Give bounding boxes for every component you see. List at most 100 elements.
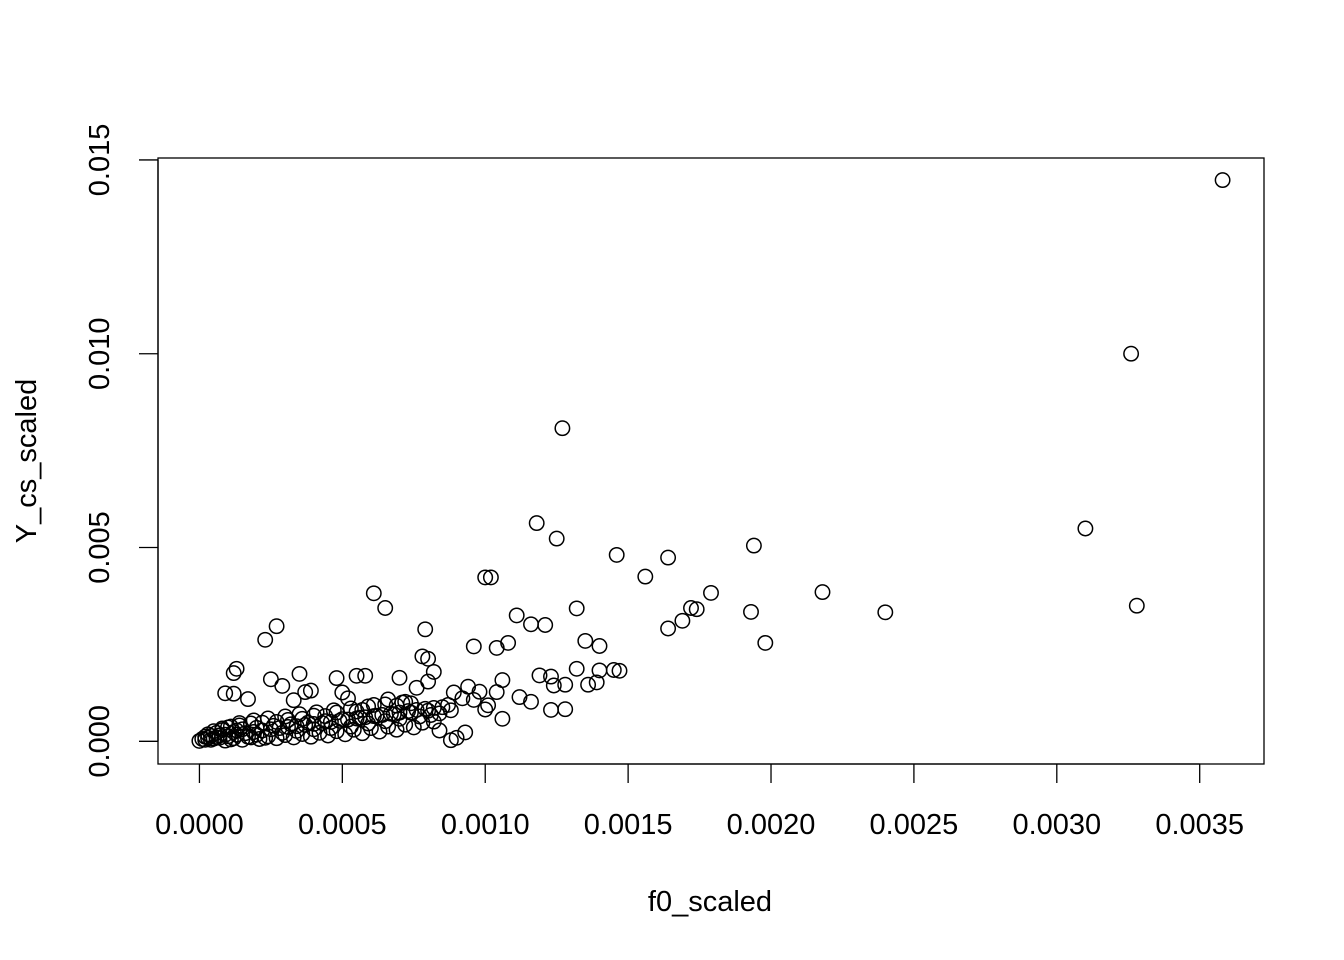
data-point — [388, 721, 405, 738]
data-point — [360, 715, 377, 732]
data-point — [251, 731, 268, 747]
x-axis: 0.0000 0.0005 0.0010 0.0015 0.0020 0.0025 0.00… — [155, 763, 1244, 841]
data-point — [523, 693, 539, 710]
data-point — [528, 515, 545, 532]
data-point — [257, 631, 274, 648]
data-point — [394, 694, 411, 711]
data-point — [557, 701, 574, 718]
data-point — [291, 706, 308, 723]
data-point — [683, 600, 699, 616]
data-point — [328, 670, 345, 687]
data-point — [348, 667, 365, 684]
data-point — [240, 728, 256, 745]
x-tick-label: 0.0030 — [1012, 809, 1101, 841]
data-point — [334, 684, 351, 701]
data-point — [268, 618, 285, 635]
data-point — [757, 634, 774, 651]
data-point — [308, 704, 325, 721]
data-point — [420, 702, 437, 719]
data-point — [220, 719, 236, 736]
data-point — [248, 726, 265, 743]
x-axis-title: f0_scaled — [648, 886, 772, 918]
data-point — [365, 585, 382, 602]
data-point — [500, 634, 517, 651]
data-point — [580, 676, 597, 693]
data-point — [554, 420, 571, 437]
data-point — [257, 729, 274, 746]
data-point — [200, 729, 216, 746]
data-point — [703, 584, 719, 601]
data-point — [420, 650, 437, 667]
x-tick-label: 0.0035 — [1155, 809, 1244, 841]
data-point — [422, 707, 439, 723]
data-point — [228, 660, 245, 677]
data-point — [391, 669, 408, 686]
data-point — [425, 663, 442, 680]
data-point — [1077, 520, 1094, 537]
data-point — [442, 702, 459, 719]
data-point — [240, 691, 256, 708]
data-point — [268, 730, 285, 747]
data-point — [217, 685, 234, 702]
data-point — [482, 569, 499, 586]
data-point — [408, 679, 425, 696]
data-point — [288, 722, 305, 739]
data-point — [557, 676, 574, 693]
data-point — [477, 701, 494, 718]
data-point — [488, 639, 505, 656]
data-point — [591, 638, 608, 654]
data-point — [305, 715, 322, 732]
plot-frame — [157, 157, 1265, 765]
data-point — [211, 727, 228, 744]
x-tick-label: 0.0015 — [584, 809, 673, 841]
y-tick-label: 0.015 — [84, 124, 116, 197]
data-point — [411, 708, 428, 725]
data-point — [814, 584, 831, 601]
data-point — [660, 620, 677, 637]
data-point — [405, 719, 422, 736]
x-tick-label: 0.0000 — [155, 809, 244, 841]
data-point — [442, 732, 459, 749]
data-point — [637, 568, 654, 585]
y-axis: 0.000 0.005 0.010 0.015 — [84, 124, 159, 778]
data-point — [674, 612, 691, 629]
data-point — [488, 684, 505, 701]
data-point — [357, 667, 374, 684]
data-point — [197, 731, 214, 748]
data-point — [377, 600, 394, 616]
data-point — [508, 607, 525, 624]
data-point — [611, 662, 628, 679]
data-point — [305, 721, 322, 738]
data-point — [588, 674, 605, 691]
data-point — [660, 549, 677, 566]
data-point — [743, 603, 759, 620]
data-point — [494, 710, 511, 727]
data-point — [445, 684, 462, 701]
data-point — [608, 546, 625, 563]
data-point — [1214, 172, 1231, 189]
data-point — [260, 710, 276, 727]
data-point — [225, 665, 242, 682]
data-point — [591, 662, 608, 679]
data-point — [545, 677, 562, 694]
data-point — [543, 668, 559, 685]
data-point — [511, 689, 528, 706]
data-point — [325, 702, 342, 719]
data-point — [480, 697, 497, 714]
data-point — [431, 722, 448, 739]
data-point — [417, 621, 434, 638]
data-point — [568, 600, 585, 617]
data-point — [745, 537, 762, 554]
data-point — [222, 731, 239, 748]
data-point — [377, 696, 394, 713]
data-point — [688, 601, 705, 618]
data-point — [291, 665, 308, 682]
data-point — [568, 660, 585, 677]
data-points — [191, 172, 1231, 749]
data-point — [457, 724, 474, 741]
data-point — [285, 692, 302, 709]
data-point — [340, 690, 356, 707]
y-tick-label: 0.000 — [84, 705, 116, 778]
y-axis-title: Y_cs_scaled — [11, 379, 43, 543]
data-point — [302, 682, 319, 699]
